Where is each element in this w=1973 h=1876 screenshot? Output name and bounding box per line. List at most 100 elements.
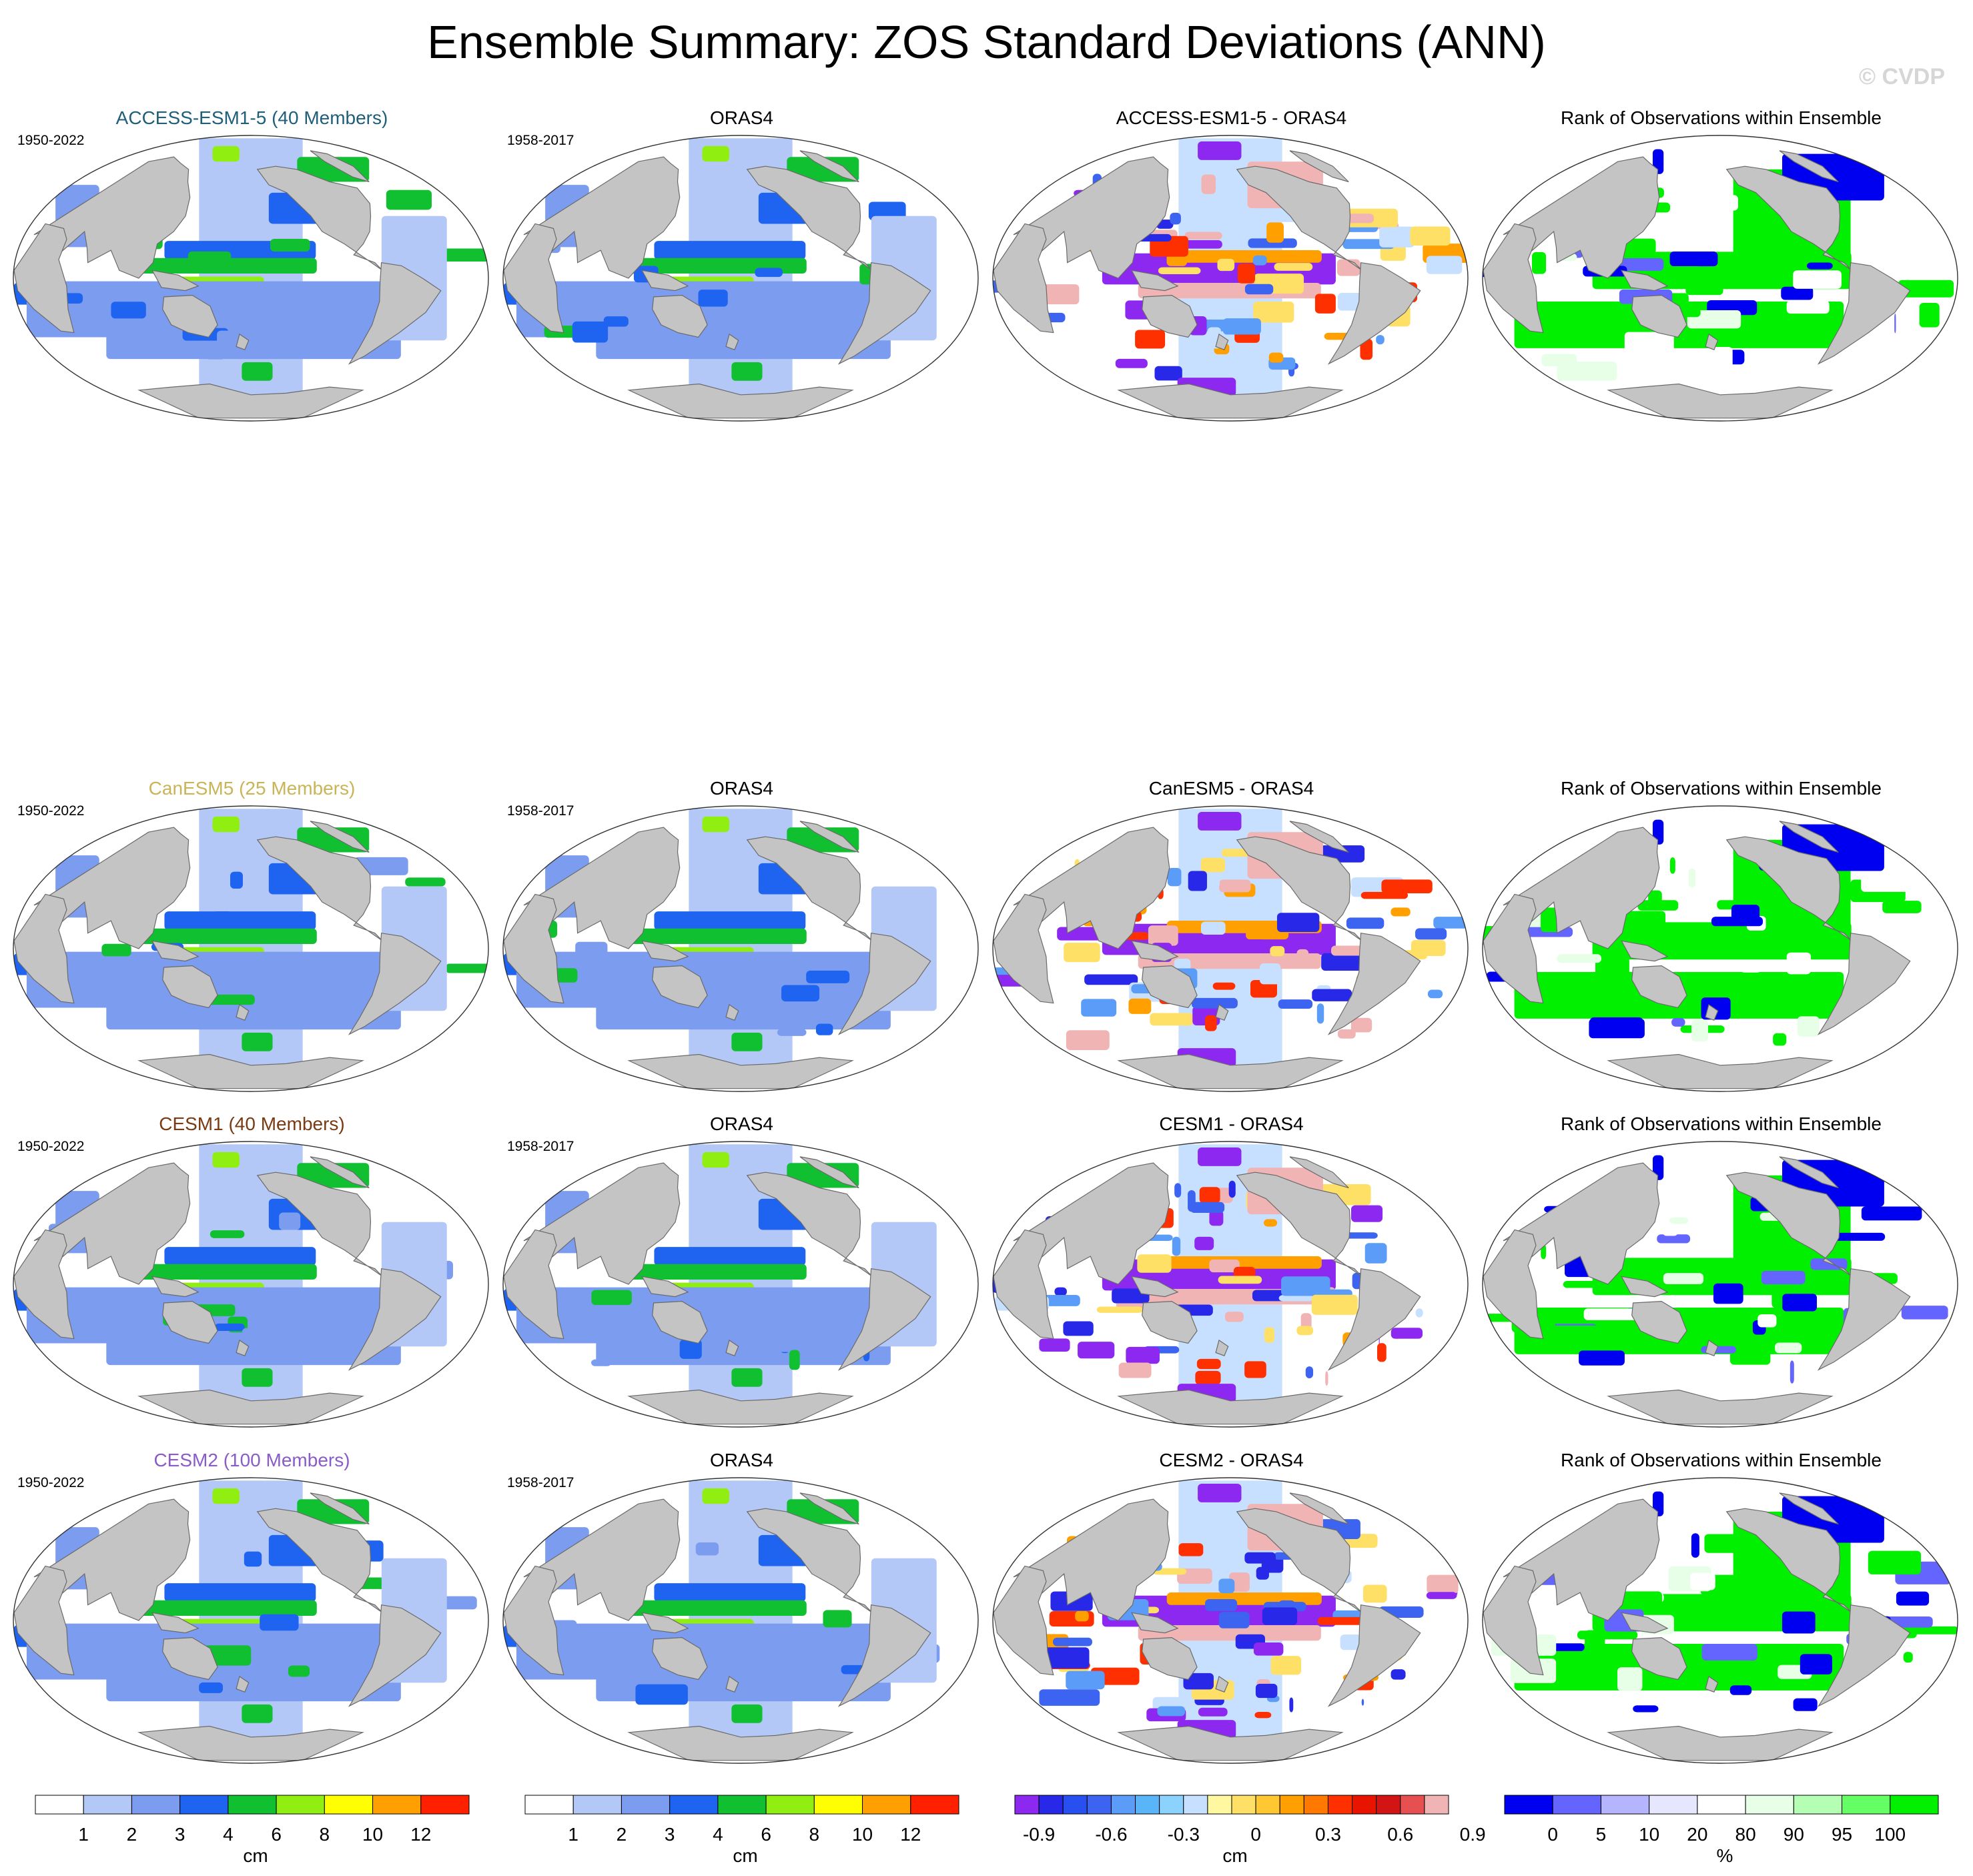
map-outline (13, 135, 489, 422)
field-cell (1281, 1276, 1330, 1296)
field-cell (212, 1488, 240, 1504)
land-antarctica (1117, 1053, 1344, 1089)
land-africa (993, 893, 1054, 1004)
field-cell (1237, 263, 1255, 284)
land-africa (993, 223, 1054, 334)
field-cell (624, 928, 807, 945)
colorbar-unit: cm (243, 1845, 268, 1866)
land-namerica (1236, 165, 1362, 271)
land-greenland (1779, 821, 1839, 853)
panel-title: ORAS4 (710, 107, 773, 128)
land-australia (1631, 1300, 1687, 1344)
field-cell (1150, 1013, 1194, 1026)
robinson-map (1482, 805, 1958, 1092)
colorbar-tick-label: 10 (1639, 1824, 1660, 1845)
land-antarctica (1607, 1725, 1834, 1761)
land-indonesia (641, 940, 689, 962)
field-cell (134, 1600, 317, 1616)
robinson-map (502, 1477, 979, 1764)
field-cell (199, 1682, 224, 1693)
map-panel-diff: CESM2 - ORAS4 (986, 1449, 1477, 1796)
map-outline (502, 1477, 979, 1764)
colorbar-swatch (669, 1795, 719, 1815)
colorbar-swatch (1231, 1795, 1256, 1815)
land-indonesia (1620, 940, 1669, 962)
field-cell (1912, 1626, 1958, 1634)
field-cell (731, 1704, 763, 1723)
field-cell (1075, 1610, 1089, 1622)
field-cell (1221, 849, 1252, 857)
field-cell (1244, 1361, 1266, 1378)
land-newzealand (1215, 333, 1229, 350)
field-cell (242, 1328, 267, 1345)
field-cell (1337, 1029, 1356, 1039)
field-cell (1166, 250, 1322, 263)
colorbar-swatch (862, 1795, 911, 1815)
field-cell (438, 248, 488, 262)
robinson-map (1482, 1141, 1958, 1428)
panel-years: 1950-2022 (17, 1139, 85, 1154)
colorbar-tick-label: -0.6 (1095, 1824, 1128, 1845)
land-australia (652, 1300, 708, 1344)
colorbar-tick-label: 2 (126, 1824, 137, 1845)
field-cell (1166, 1256, 1322, 1269)
field-cell (1747, 262, 1794, 273)
colorbar-swatch (1600, 1795, 1650, 1815)
field-cell (1296, 949, 1309, 957)
colorbar-swatch (524, 1795, 574, 1815)
land-australia (652, 965, 708, 1009)
field-cell (1256, 1566, 1269, 1580)
field-cell (1183, 1673, 1214, 1690)
land-greenland (1289, 1156, 1349, 1189)
field-cell (1217, 258, 1235, 272)
map-panel-rank: Rank of Observations within Ensemble (1476, 777, 1966, 1124)
field-cell (1278, 999, 1313, 1009)
robinson-map (13, 805, 489, 1092)
field-cell (1212, 982, 1236, 990)
field-cell (1350, 1205, 1383, 1222)
colorbar-swatch (1890, 1795, 1939, 1815)
colorbar-tick-label: 6 (271, 1824, 282, 1845)
field-cell (1688, 868, 1696, 888)
map-outline (1482, 135, 1958, 422)
field-cell (1427, 1574, 1459, 1594)
colorbar-swatch (1183, 1795, 1208, 1815)
field-cell (438, 1596, 477, 1610)
land-namerica (256, 1171, 383, 1277)
field-cell (1379, 226, 1415, 248)
field-cell (1137, 1254, 1172, 1273)
panel-years: 1950-2022 (17, 133, 85, 148)
land-greenland (1779, 1492, 1839, 1525)
field-cell (1781, 286, 1814, 300)
field-cell (1669, 1217, 1689, 1224)
field-cell (26, 281, 440, 338)
field-cell (1782, 1294, 1818, 1312)
land-africa (503, 223, 564, 334)
field-cell (1882, 901, 1922, 913)
land-namerica (256, 1508, 383, 1613)
map-panel-obs: ORAS4 1958-2017 (496, 107, 987, 454)
field-cell (386, 189, 432, 210)
panel-years: 1950-2022 (17, 803, 85, 819)
field-cell (1305, 1366, 1314, 1378)
field-cell (1053, 1637, 1092, 1647)
field-cell (1786, 300, 1830, 314)
field-cell (1826, 1232, 1886, 1241)
field-cell (1797, 1016, 1820, 1037)
panel-title: CESM2 (100 Members) (153, 1450, 350, 1470)
field-cell (1244, 284, 1274, 295)
field-cell (1361, 1699, 1364, 1706)
field-cell (212, 816, 240, 833)
field-cell (1314, 294, 1336, 314)
land-namerica (1236, 1171, 1362, 1277)
field-cell (1154, 366, 1182, 381)
land-newzealand (236, 1003, 250, 1021)
field-cell (1415, 1308, 1423, 1318)
colorbar-tick-label: 5 (1595, 1824, 1607, 1845)
colorbar-sd_model: 1 2 3 4 6 8 10 12 cm (35, 1795, 488, 1875)
field-cell (1550, 1643, 1585, 1651)
field-cell (1537, 1325, 1601, 1344)
colorbar-tick-label: -0.9 (1022, 1824, 1056, 1845)
ocean-field (503, 1480, 940, 1761)
land-greenland (799, 1156, 859, 1189)
